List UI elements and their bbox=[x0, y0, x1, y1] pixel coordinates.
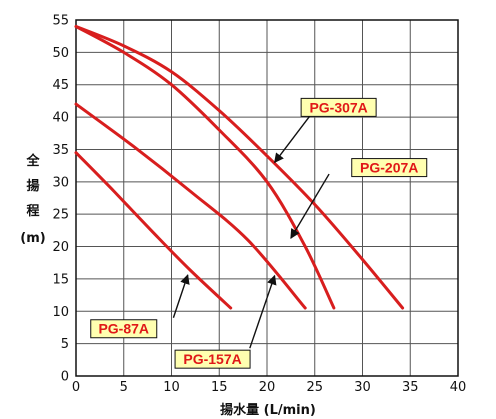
y-axis-label-unit: (m) bbox=[20, 231, 45, 246]
y-axis-label-char-1: 全 bbox=[25, 153, 40, 169]
callout-label-pg-307a: PG-307A bbox=[309, 99, 367, 115]
x-tick-label-15: 15 bbox=[211, 380, 228, 395]
y-tick-label-20: 20 bbox=[52, 240, 69, 255]
y-tick-label-0: 0 bbox=[61, 370, 69, 385]
x-tick-label-35: 35 bbox=[402, 380, 419, 395]
y-tick-label-35: 35 bbox=[52, 143, 69, 158]
x-tick-label-5: 5 bbox=[120, 380, 128, 395]
y-tick-label-10: 10 bbox=[52, 305, 69, 320]
y-axis-label-char-3: 程 bbox=[26, 204, 39, 219]
y-tick-label-40: 40 bbox=[52, 111, 69, 126]
arrow-pg-307a bbox=[274, 115, 311, 164]
series-line-pg-87a bbox=[74, 151, 233, 310]
arrow-pg-157a bbox=[249, 274, 277, 349]
callout-box-pg-157a bbox=[174, 349, 251, 369]
series-callouts: PG-307A PG-207A PG-87A PG-157A bbox=[90, 97, 428, 369]
y-tick-label-55: 55 bbox=[52, 14, 69, 29]
arrow-pg-207a bbox=[290, 173, 330, 239]
series-line-pg-207a bbox=[74, 25, 336, 310]
series-curves bbox=[74, 25, 405, 310]
x-tick-label-30: 30 bbox=[354, 380, 371, 395]
x-axis-label: 揚水量 (L/min) bbox=[220, 402, 316, 418]
x-tick-label-25: 25 bbox=[306, 380, 323, 395]
plot-frame bbox=[75, 19, 459, 377]
x-tick-label-40: 40 bbox=[450, 380, 467, 395]
y-axis-label-char-2: 揚 bbox=[26, 178, 39, 194]
callout-box-pg-307a bbox=[300, 97, 377, 117]
y-tick-label-25: 25 bbox=[52, 208, 69, 223]
y-tick-label-15: 15 bbox=[52, 272, 69, 287]
y-tick-label-50: 50 bbox=[52, 46, 69, 61]
y-tick-label-5: 5 bbox=[61, 337, 69, 352]
callout-label-pg-157a: PG-157A bbox=[183, 351, 241, 367]
callout-label-pg-87a: PG-87A bbox=[98, 321, 149, 337]
x-tick-label-10: 10 bbox=[163, 380, 180, 395]
callout-box-pg-207a bbox=[351, 158, 428, 178]
y-tick-label-30: 30 bbox=[52, 175, 69, 190]
series-line-pg-307a bbox=[74, 25, 405, 310]
arrow-pg-87a bbox=[172, 274, 190, 318]
y-tick-label-45: 45 bbox=[52, 78, 69, 93]
callout-box-pg-87a bbox=[90, 319, 158, 339]
callout-label-pg-207a: PG-207A bbox=[360, 160, 418, 176]
x-tick-label-0: 0 bbox=[72, 380, 80, 395]
axis-ticks: 0 5 10 15 20 25 30 35 40 0 5 10 15 20 25 30 35 40 45 50 55 bbox=[52, 14, 466, 396]
x-tick-label-20: 20 bbox=[259, 380, 276, 395]
grid bbox=[75, 19, 459, 377]
series-line-pg-157a bbox=[74, 102, 307, 310]
